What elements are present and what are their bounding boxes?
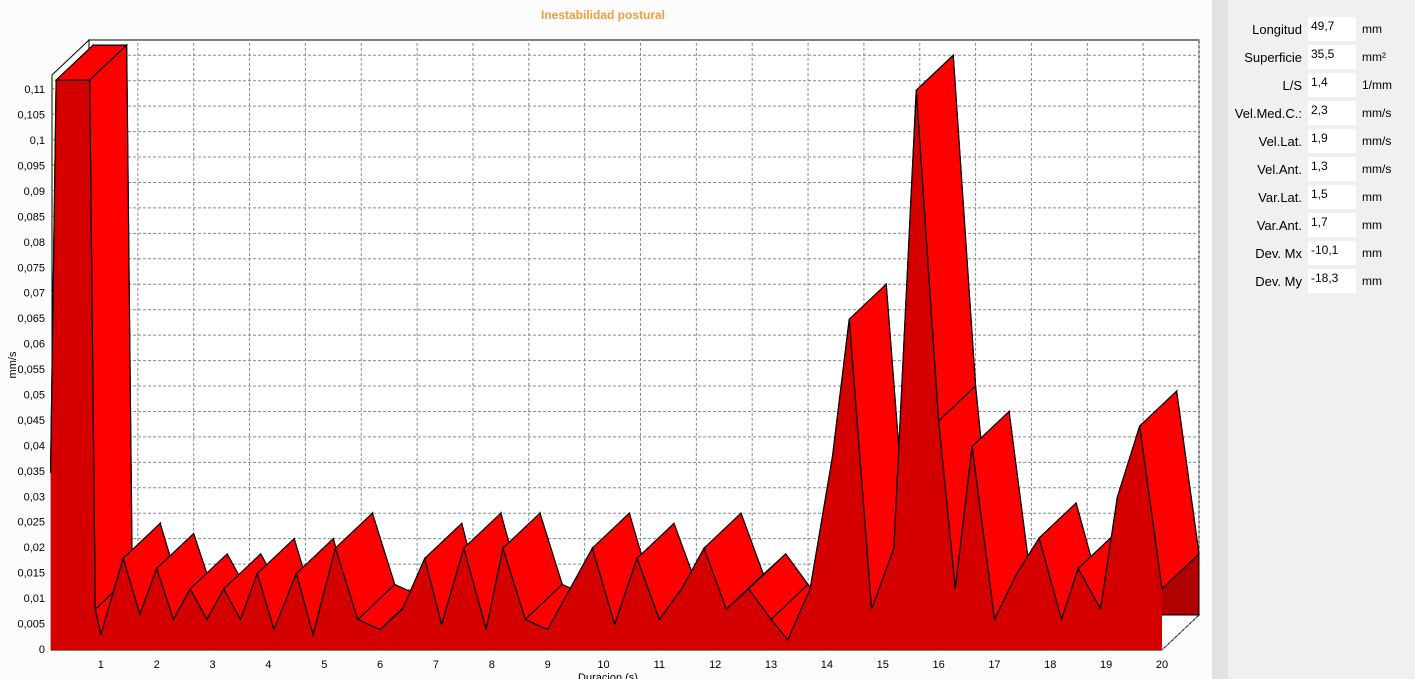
stat-unit: mm² (1362, 50, 1386, 64)
y-tick-label: 0,095 (17, 160, 45, 172)
y-tick-label: 0,06 (24, 339, 45, 351)
stat-label: Var.Ant. (1256, 218, 1302, 233)
area-line (49, 79, 1163, 641)
stat-row: Var.Ant. 1,7 mm (1228, 213, 1415, 237)
stats-panel: Longitud 49,7 mm Superficie 35,5 mm² L/S 1,4 1/m… (1228, 0, 1415, 679)
stat-label: Dev. My (1255, 274, 1302, 289)
stat-row: L/S 1,4 1/mm (1228, 73, 1415, 97)
stat-value: -18,3 (1308, 269, 1356, 293)
stat-row: Var.Lat. 1,5 mm (1228, 185, 1415, 209)
stat-unit: mm (1362, 22, 1382, 36)
stat-value: -10,1 (1308, 241, 1356, 265)
stat-label: Dev. Mx (1255, 246, 1302, 261)
chart-title: Inestabilidad postural (541, 8, 665, 22)
area-ribbon (89, 43, 133, 611)
y-tick-label: 0,11 (24, 84, 45, 96)
x-tick-label: 17 (988, 659, 1000, 671)
x-tick-label: 20 (1156, 659, 1168, 671)
stat-value: 1,9 (1308, 129, 1356, 153)
x-tick-label: 13 (765, 659, 777, 671)
y-tick-label: 0,105 (17, 110, 45, 122)
y-tick-label: 0,05 (24, 389, 45, 401)
x-tick-label: 11 (654, 659, 665, 671)
stat-unit: mm/s (1362, 162, 1392, 176)
y-tick-label: 0,075 (17, 262, 45, 274)
stat-label: Vel.Lat. (1258, 134, 1302, 149)
x-tick-label: 19 (1100, 659, 1112, 671)
y-tick-label: 0 (39, 644, 45, 656)
y-tick-label: 0,1 (30, 135, 45, 147)
y-tick-label: 0,07 (24, 288, 45, 300)
x-tick-label: 9 (545, 659, 551, 671)
stat-row: Vel.Med.C.: 2,3 mm/s (1228, 101, 1415, 125)
stat-unit: mm/s (1362, 106, 1392, 120)
y-tick-label: 0,035 (17, 466, 45, 478)
stat-unit: mm (1362, 218, 1382, 232)
y-tick-label: 0,015 (17, 568, 45, 580)
stat-row: Longitud 49,7 mm (1228, 17, 1415, 41)
stat-row: Vel.Lat. 1,9 mm/s (1228, 129, 1415, 153)
y-tick-label: 0,065 (17, 313, 45, 325)
stat-label: Vel.Med.C.: (1234, 106, 1302, 121)
back-wall (88, 39, 1200, 616)
y-tick-label: 0,085 (17, 211, 45, 223)
stat-value: 35,5 (1308, 45, 1356, 69)
x-tick-label: 2 (154, 659, 160, 671)
stat-value: 1,4 (1308, 73, 1356, 97)
y-tick-label: 0,055 (17, 364, 45, 376)
x-tick-label: 16 (932, 659, 944, 671)
stat-value: 1,5 (1308, 185, 1356, 209)
x-tick-label: 15 (877, 659, 889, 671)
x-axis-label: Duracion (s) (578, 672, 638, 679)
y-axis-label: mm/s (7, 351, 19, 378)
area-front (50, 80, 1163, 650)
stat-unit: 1/mm (1362, 78, 1392, 92)
y-tick-label: 0,04 (24, 440, 45, 452)
y-tick-label: 0,08 (24, 237, 45, 249)
stat-label: Superficie (1244, 50, 1302, 65)
stat-label: Longitud (1252, 22, 1302, 37)
stat-row: Dev. Mx -10,1 mm (1228, 241, 1415, 265)
stat-row: Dev. My -18,3 mm (1228, 269, 1415, 293)
stat-unit: mm (1362, 274, 1382, 288)
stat-value: 49,7 (1308, 17, 1356, 41)
stat-row: Vel.Ant. 1,3 mm/s (1228, 157, 1415, 181)
x-tick-label: 12 (709, 659, 721, 671)
x-tick-label: 14 (821, 659, 833, 671)
x-tick-label: 6 (377, 659, 383, 671)
x-tick-label: 5 (321, 659, 327, 671)
y-tick-label: 0,01 (24, 593, 45, 605)
y-tick-label: 0,03 (24, 491, 45, 503)
stat-value: 1,7 (1308, 213, 1356, 237)
separator (1212, 0, 1228, 679)
stat-value: 2,3 (1308, 101, 1356, 125)
x-tick-label: 8 (489, 659, 495, 671)
x-tick-label: 18 (1044, 659, 1056, 671)
y-tick-label: 0,09 (24, 186, 45, 198)
x-tick-label: 1 (98, 659, 104, 671)
stat-label: Var.Lat. (1258, 190, 1302, 205)
x-tick-label: 3 (209, 659, 215, 671)
stat-row: Superficie 35,5 mm² (1228, 45, 1415, 69)
stat-unit: mm/s (1362, 134, 1392, 148)
x-tick-label: 10 (597, 659, 609, 671)
stat-label: L/S (1282, 78, 1302, 93)
stat-label: Vel.Ant. (1257, 162, 1302, 177)
stat-value: 1,3 (1308, 157, 1356, 181)
y-tick-label: 0,02 (24, 542, 45, 554)
y-tick-label: 0,045 (17, 415, 45, 427)
x-tick-label: 7 (433, 659, 439, 671)
stat-unit: mm (1362, 246, 1382, 260)
y-tick-label: 0,025 (17, 517, 45, 529)
chart: Inestabilidad postural mm/s Duracion (s)… (0, 0, 1212, 679)
y-tick-label: 0,005 (17, 618, 45, 630)
x-tick-label: 4 (265, 659, 271, 671)
stat-unit: mm (1362, 190, 1382, 204)
